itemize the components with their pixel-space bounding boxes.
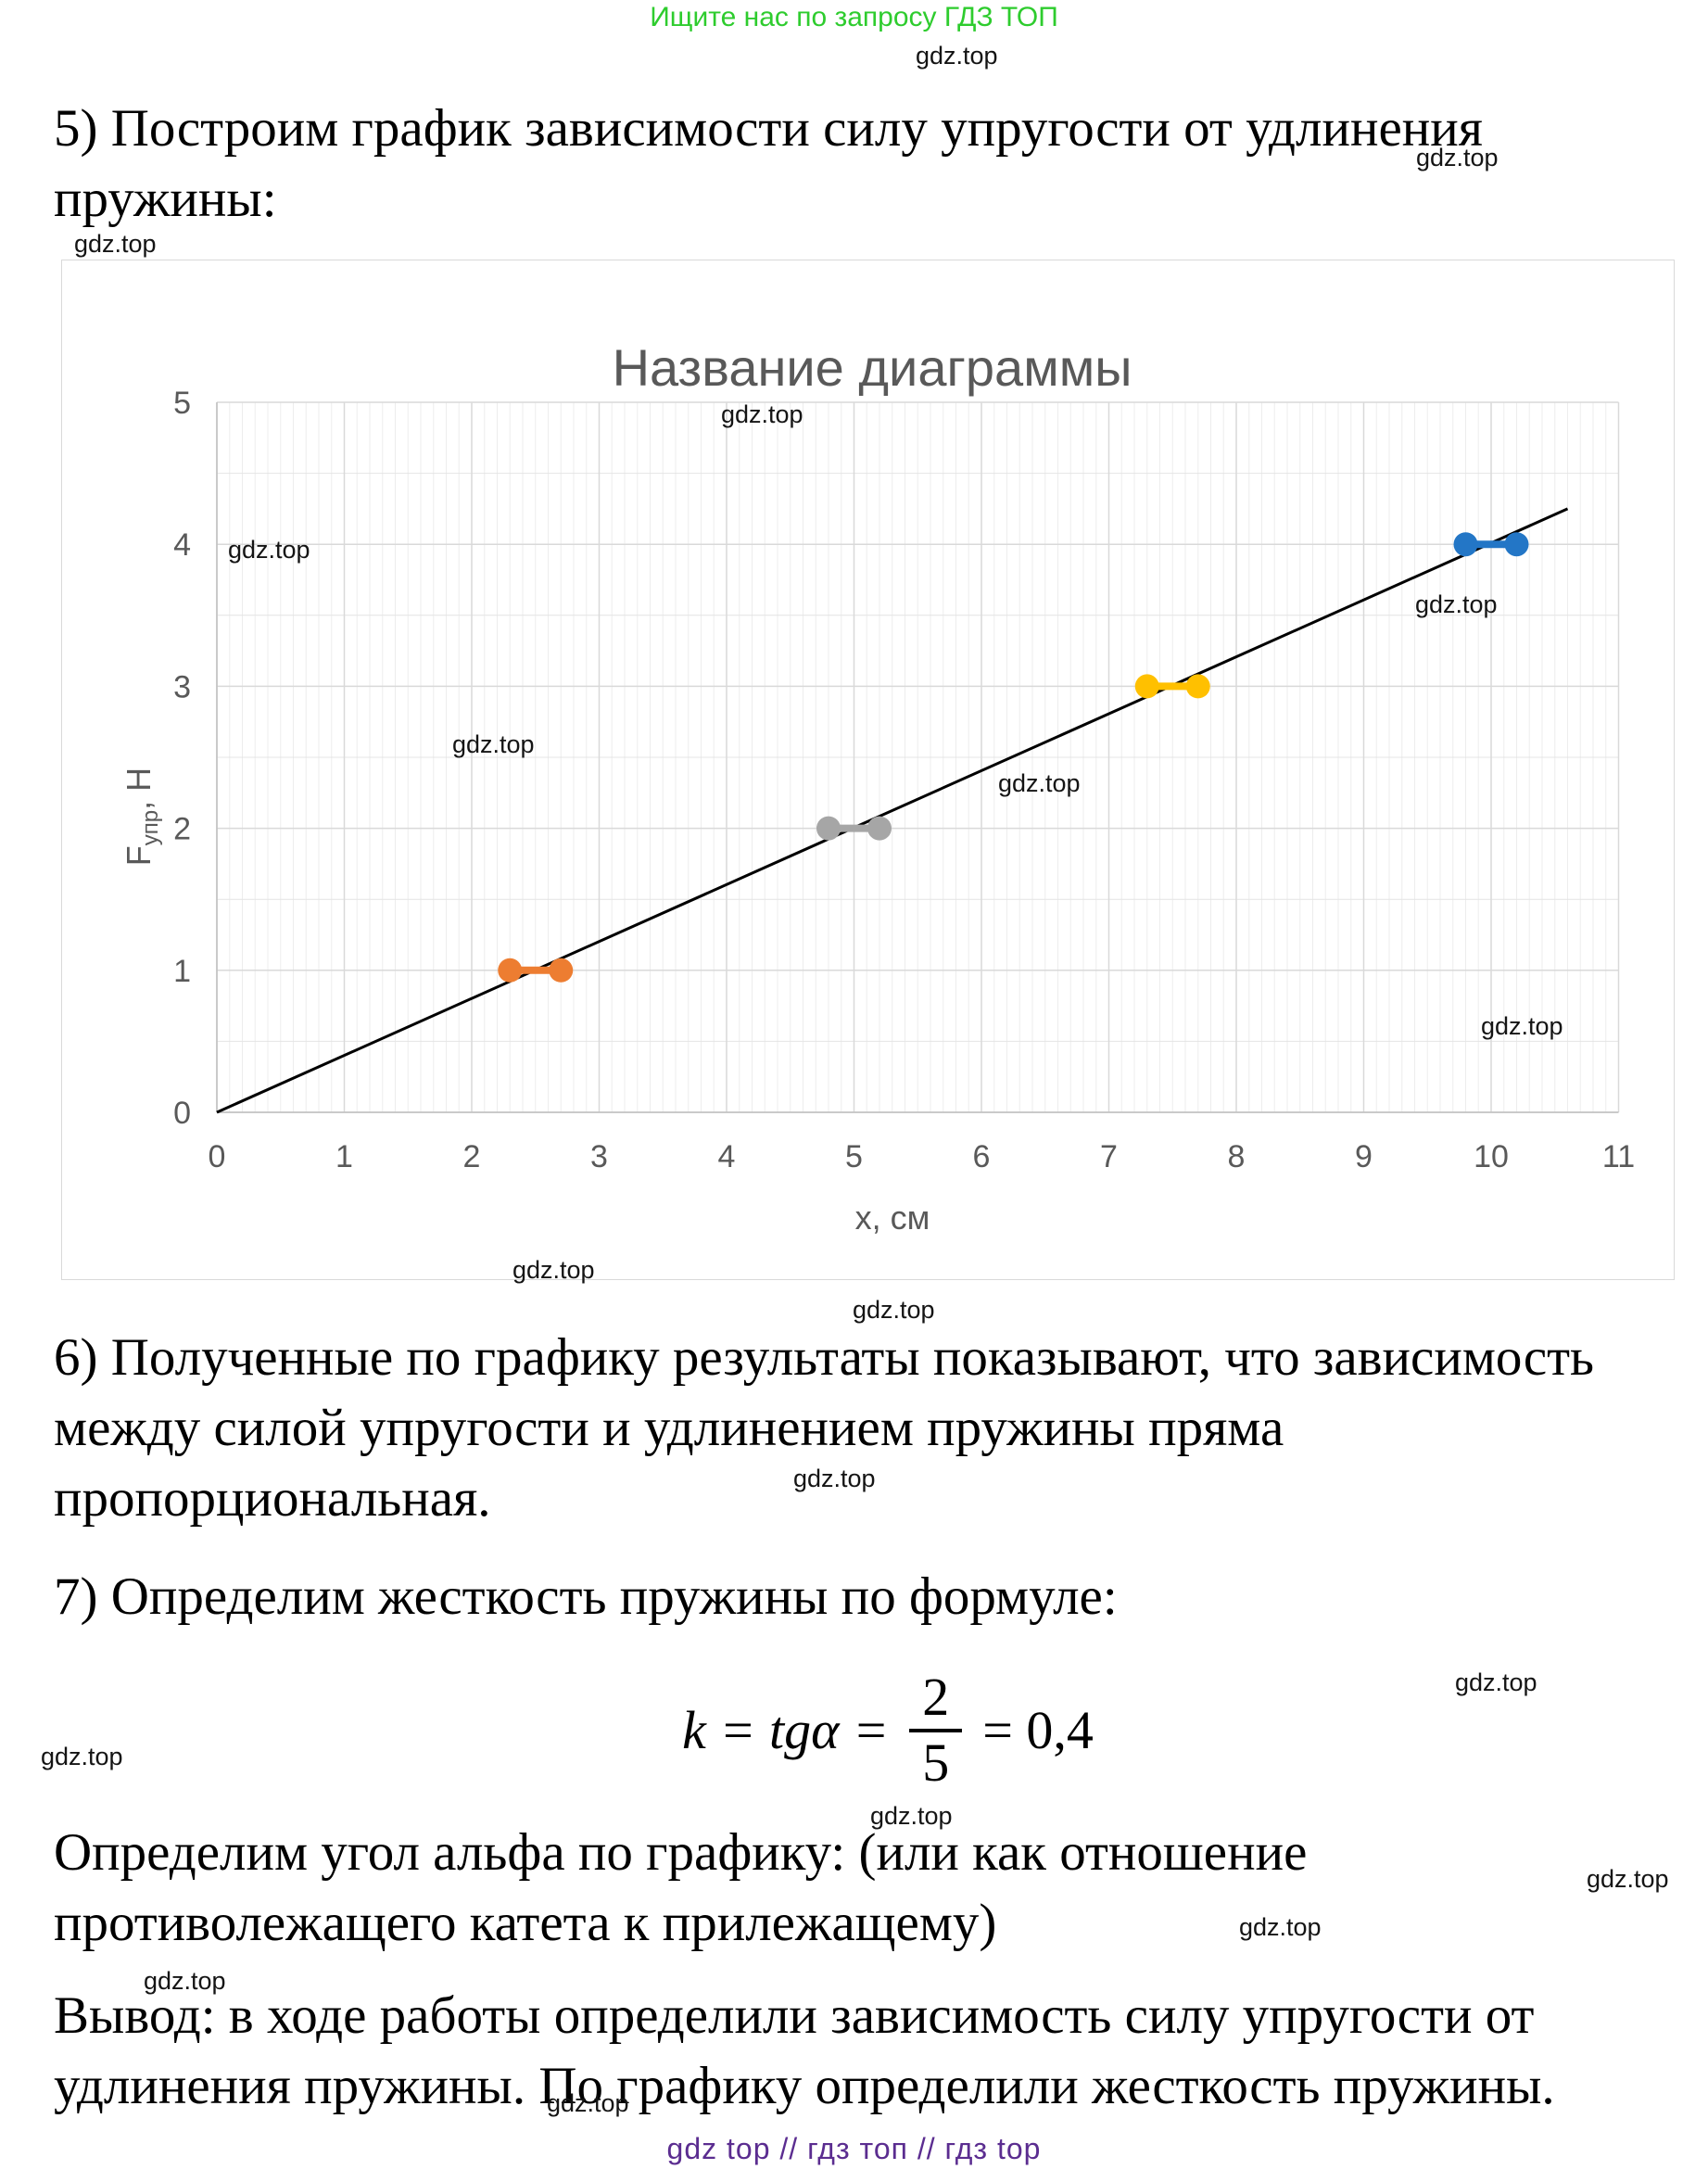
y-tick-label: 1: [173, 954, 191, 989]
paragraph-line1: Определим угол альфа по графику: (или ка…: [54, 1823, 1308, 1882]
gdz-watermark: gdz.top: [998, 769, 1081, 797]
data-point-pair-4-blue: [1504, 532, 1529, 557]
formula-rhs: = 0,4: [982, 1700, 1094, 1761]
gdz-watermark: gdz.top: [1415, 590, 1498, 618]
stiffness-formula: k = tgα = 2 5 = 0,4: [54, 1667, 1708, 1794]
x-tick-label: 9: [1355, 1139, 1373, 1174]
gdz-watermark: gdz.top: [1239, 1913, 1322, 1941]
data-point-pair-3-yellow: [1185, 674, 1210, 699]
y-axis-title: Fупр, Н: [120, 768, 163, 866]
gdz-watermark: gdz.top: [1416, 144, 1499, 171]
data-point-pair-4-blue: [1453, 532, 1478, 557]
gdz-watermark: gdz.top: [547, 2089, 629, 2117]
x-tick-label: 5: [845, 1139, 863, 1174]
fraction-numerator: 2: [922, 1667, 950, 1727]
x-tick-label: 3: [590, 1139, 608, 1174]
conclusion-line2: удлинения пружины. По графику определили…: [54, 2057, 1555, 2115]
x-tick-label: 6: [973, 1139, 991, 1174]
data-point-pair-3-yellow: [1134, 674, 1159, 699]
gdz-watermark: gdz.top: [721, 400, 803, 428]
section6-line1: 6) Полученные по графику результаты пока…: [54, 1328, 1595, 1387]
trend-line: [216, 507, 1569, 1114]
chart: 0 1 2 3 4 5 0 1 2 3 4 5 6 7 8 9 10 11 Название диаграммы х,…: [61, 260, 1675, 1280]
paragraph-line2: противолежащего катета к прилежащему): [54, 1894, 997, 1952]
x-axis-title: х, см: [855, 1199, 930, 1237]
heading5-line2: пружины:: [54, 170, 277, 228]
gdz-watermark: gdz.top: [228, 536, 310, 564]
section6-line2: между силой упругости и удлинением пружи…: [54, 1399, 1284, 1457]
gdz-watermark: gdz.top: [1481, 1012, 1563, 1040]
gdz-watermark: gdz.top: [793, 1465, 876, 1492]
x-tick-label: 8: [1228, 1139, 1246, 1174]
gdz-watermark: gdz.top: [41, 1743, 123, 1770]
x-tick-label: 0: [209, 1139, 226, 1174]
x-tick-label: 4: [718, 1139, 736, 1174]
x-tick-label: 11: [1602, 1139, 1635, 1174]
y-tick-label: 0: [173, 1096, 191, 1131]
section7-line: 7) Определим жесткость пружины по формул…: [54, 1567, 1118, 1626]
gdz-watermark: gdz.top: [1587, 1865, 1669, 1893]
gdz-watermark: gdz.top: [916, 42, 998, 70]
gdz-watermark: gdz.top: [512, 1256, 595, 1284]
chart-title: Название диаграммы: [613, 338, 1132, 397]
y-tick-label: 2: [173, 812, 191, 847]
gdz-watermark: gdz.top: [1455, 1668, 1537, 1696]
section6-line3: пропорциональная.: [54, 1469, 491, 1528]
x-tick-label: 1: [335, 1139, 353, 1174]
fraction-denominator: 5: [909, 1728, 963, 1795]
gdz-watermark: gdz.top: [144, 1967, 226, 1995]
conclusion-line1: Вывод: в ходе работы определили зависимо…: [54, 1986, 1535, 2045]
data-point-pair-2-gray: [816, 816, 841, 841]
gdz-watermark: gdz.top: [870, 1802, 953, 1830]
data-point-pair-1-orange: [549, 958, 574, 983]
promo-banner: Ищите нас по запросу ГДЗ ТОП: [650, 2, 1058, 32]
gdz-watermark: gdz.top: [452, 730, 535, 758]
data-point-pair-1-orange: [498, 958, 523, 983]
y-tick-label: 4: [173, 527, 191, 563]
gdz-watermark: gdz.top: [74, 230, 157, 258]
x-tick-label: 2: [463, 1139, 481, 1174]
y-tick-label: 5: [173, 386, 191, 421]
heading5-line1: 5) Построим график зависимости силу упру…: [54, 99, 1483, 158]
formula-lhs: k = tgα =: [682, 1700, 890, 1761]
x-tick-label: 10: [1474, 1139, 1509, 1174]
y-tick-label: 3: [173, 669, 191, 704]
data-point-pair-2-gray: [867, 816, 892, 841]
gdz-watermark: gdz.top: [853, 1296, 935, 1324]
spring-force-chart: 0 1 2 3 4 5 0 1 2 3 4 5 6 7 8 9 10 11 Название диаграммы х,…: [120, 338, 1635, 1237]
footer-links: gdz top // гдз топ // гдз top: [666, 2132, 1042, 2165]
x-tick-label: 7: [1100, 1139, 1118, 1174]
formula-fraction: 2 5: [909, 1667, 963, 1795]
